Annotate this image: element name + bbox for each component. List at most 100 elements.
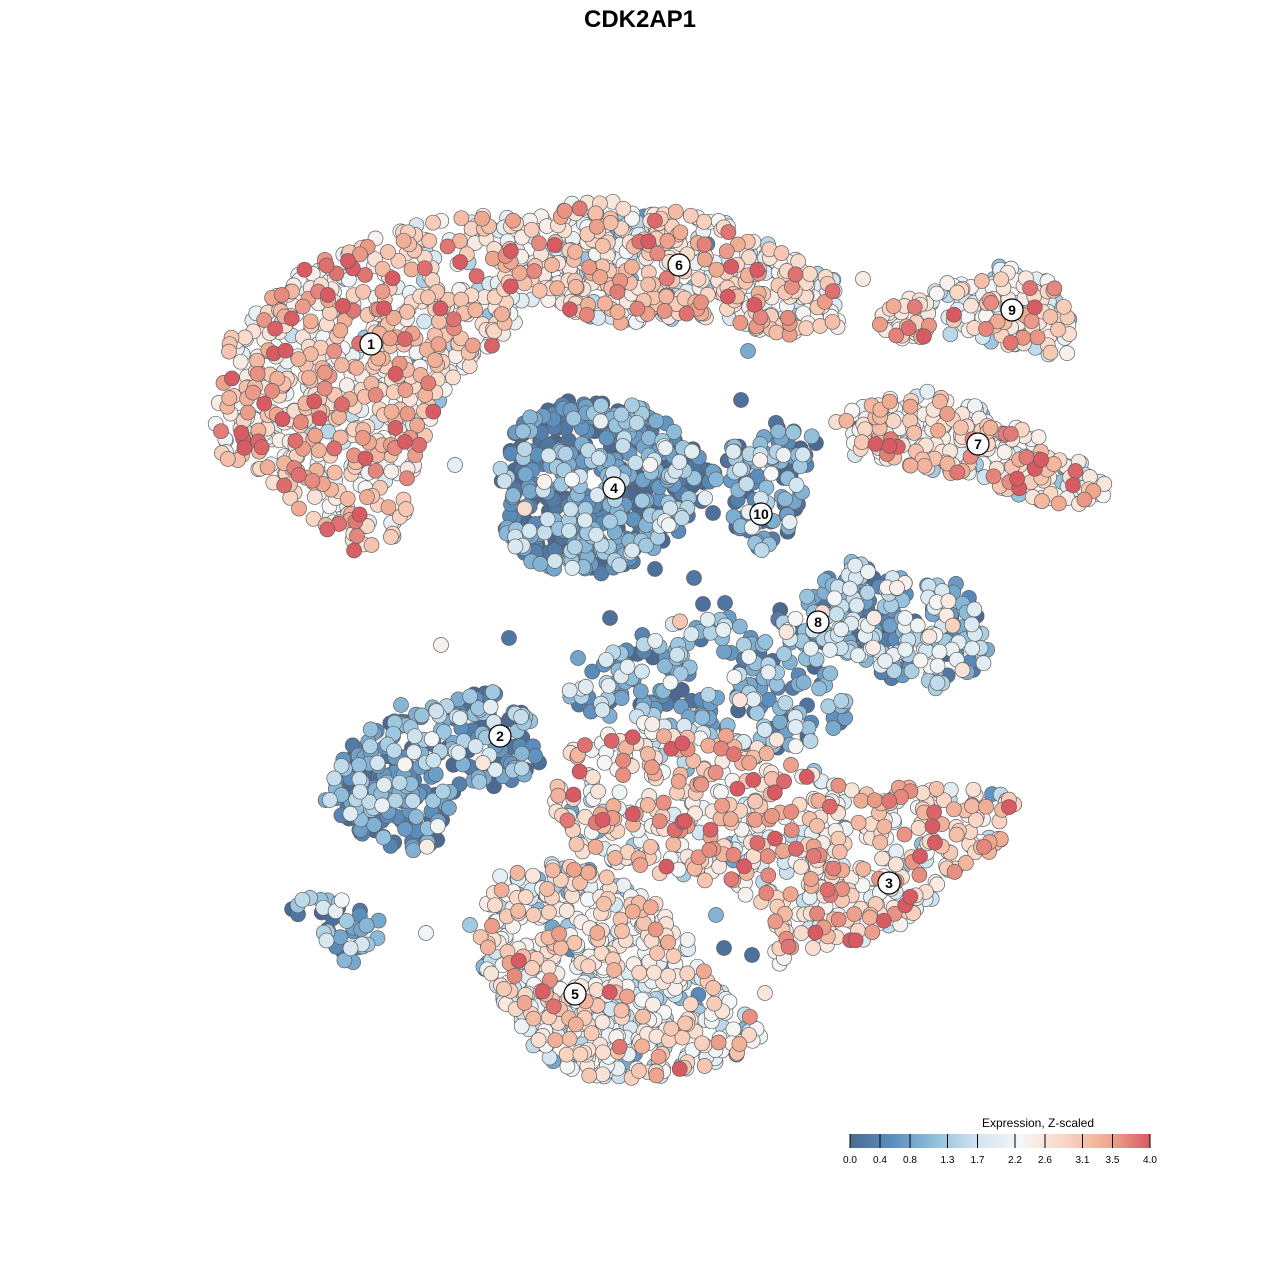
cell-point bbox=[634, 1038, 650, 1055]
cell-point bbox=[965, 781, 982, 798]
cell-point bbox=[614, 923, 630, 939]
cell-point bbox=[383, 463, 400, 480]
cell-point bbox=[877, 653, 894, 669]
cell-point bbox=[627, 454, 644, 471]
cell-point bbox=[516, 500, 533, 517]
cell-point bbox=[632, 857, 649, 873]
cell-point bbox=[367, 462, 384, 479]
cell-point bbox=[906, 425, 923, 441]
cell-point bbox=[872, 834, 889, 851]
cell-point bbox=[780, 938, 797, 955]
cell-point bbox=[758, 885, 775, 901]
cell-point bbox=[973, 273, 990, 289]
cell-point bbox=[404, 793, 421, 809]
cell-point bbox=[523, 221, 540, 238]
cell-point bbox=[441, 800, 457, 816]
cell-point bbox=[714, 797, 730, 814]
cell-point bbox=[326, 343, 343, 359]
cell-point bbox=[647, 921, 664, 938]
cell-point bbox=[521, 522, 538, 539]
cell-point bbox=[942, 326, 959, 343]
cell-point bbox=[587, 839, 604, 855]
cell-point bbox=[397, 821, 413, 837]
cell-point bbox=[631, 1063, 647, 1079]
cell-point bbox=[671, 454, 688, 470]
cell-point bbox=[683, 626, 700, 643]
cell-point bbox=[781, 514, 798, 530]
cell-point bbox=[509, 865, 526, 881]
cell-point bbox=[760, 664, 777, 681]
cell-point bbox=[647, 632, 664, 649]
cell-point bbox=[799, 588, 815, 605]
cell-point bbox=[655, 794, 672, 811]
cell-point bbox=[342, 805, 359, 822]
cell-point bbox=[946, 306, 962, 323]
cell-point bbox=[236, 439, 253, 456]
cell-point bbox=[561, 522, 577, 539]
cell-point bbox=[601, 984, 618, 1000]
cell-point bbox=[316, 380, 333, 397]
cell-point bbox=[867, 436, 884, 452]
cell-point bbox=[909, 617, 926, 634]
cell-point bbox=[902, 398, 919, 415]
cell-point bbox=[566, 935, 583, 951]
cell-point bbox=[366, 817, 382, 833]
cell-point bbox=[359, 489, 375, 505]
cell-point bbox=[763, 465, 780, 482]
cell-point bbox=[833, 621, 850, 638]
cell-point bbox=[291, 500, 307, 517]
cell-point bbox=[274, 411, 291, 427]
colorbar-gradient bbox=[850, 1134, 1151, 1148]
cell-point bbox=[875, 912, 892, 929]
cell-point bbox=[475, 755, 491, 771]
cell-point bbox=[948, 826, 965, 843]
cell-point bbox=[403, 261, 420, 278]
cell-point bbox=[462, 917, 478, 933]
cell-point bbox=[785, 424, 802, 441]
cell-point bbox=[351, 506, 368, 523]
cell-point bbox=[547, 1032, 564, 1049]
cell-point bbox=[640, 276, 657, 293]
cell-point bbox=[656, 303, 673, 319]
cell-point bbox=[912, 848, 928, 865]
cell-point bbox=[846, 906, 863, 922]
cell-point bbox=[766, 784, 783, 801]
cell-point bbox=[369, 755, 386, 771]
cell-point bbox=[362, 721, 379, 738]
cell-point bbox=[929, 675, 946, 691]
cell-point bbox=[406, 744, 422, 761]
colorbar-tick-label: 3.5 bbox=[1106, 1155, 1120, 1166]
cell-point bbox=[399, 470, 415, 487]
cell-point bbox=[975, 655, 992, 672]
colorbar-legend: Expression, Z-scaled 0.0 0.4 0.8 1.3 1.7 2.2 2… bbox=[843, 1116, 1157, 1166]
cell-point bbox=[805, 940, 821, 956]
cell-point bbox=[866, 610, 882, 626]
cell-point bbox=[773, 245, 790, 261]
cell-point bbox=[658, 858, 675, 875]
cluster-label: 8 bbox=[806, 610, 830, 634]
cell-point bbox=[825, 720, 842, 736]
cell-point bbox=[624, 397, 640, 414]
cell-point bbox=[566, 861, 582, 878]
cell-point bbox=[462, 688, 478, 705]
cell-point bbox=[798, 769, 815, 785]
cell-point bbox=[906, 299, 923, 315]
cell-point bbox=[559, 812, 576, 829]
cell-point bbox=[803, 640, 819, 657]
cell-point bbox=[780, 310, 796, 326]
cell-point bbox=[287, 432, 304, 449]
cell-point bbox=[517, 466, 534, 483]
cell-point bbox=[507, 538, 524, 555]
cell-point bbox=[322, 792, 338, 808]
cell-point bbox=[640, 746, 656, 762]
cell-point bbox=[753, 542, 770, 558]
cell-point bbox=[461, 358, 478, 375]
cell-point bbox=[544, 862, 561, 879]
cell-point bbox=[732, 461, 748, 478]
points-layer bbox=[207, 193, 1113, 1086]
cell-point bbox=[881, 438, 898, 454]
cell-point bbox=[570, 650, 586, 666]
cell-point bbox=[643, 759, 660, 776]
cell-point bbox=[949, 284, 966, 301]
cell-point bbox=[695, 596, 711, 612]
